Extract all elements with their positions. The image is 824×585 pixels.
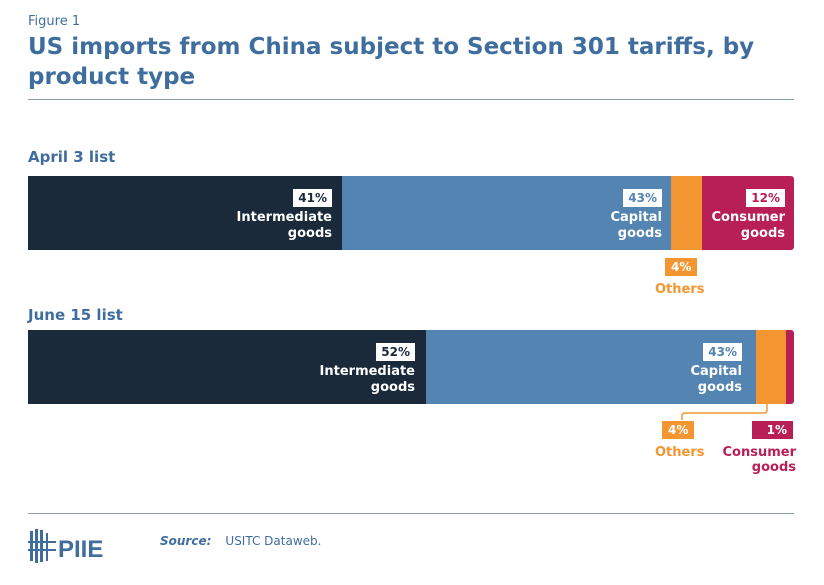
category-label: April 3 list [28,148,116,166]
bar-segment-capital-goods [342,176,672,250]
label-capital: 43% Capital goods [690,343,742,396]
piie-logo: PIIE [28,529,103,563]
series-label: goods [370,380,415,395]
series-label: Intermediate [319,364,415,379]
data-label: 43% [703,343,742,361]
series-label: Intermediate [236,210,332,225]
data-label: 4% [665,258,698,276]
bar-segment-consumer-goods [786,330,794,404]
bar-april [28,176,794,250]
series-label: Others [655,445,705,460]
series-label: goods [617,226,662,241]
series-label: goods [740,226,785,241]
data-label: 12% [746,189,785,207]
bar-segment-intermediate-goods [28,330,427,404]
bar-segment-consumer-goods [702,176,794,250]
bar-segment-intermediate-goods [28,176,343,250]
chart-title: US imports from China subject to Section… [28,34,755,90]
bar-segment-capital-goods [426,330,756,404]
series-label: goods [287,226,332,241]
data-label: 43% [623,189,662,207]
series-label: goods [697,380,742,395]
svg-text:PIIE: PIIE [58,536,103,563]
label-intermediate: 52% Intermediate goods [320,343,415,396]
bar-segment-others [671,176,703,250]
series-label: Consumer goods [722,445,797,475]
label-capital: 43% Capital goods [610,189,662,242]
label-consumer: 12% Consumer goods [711,189,786,242]
category-label: June 15 list [28,306,123,324]
divider [28,99,794,100]
data-label: 1% [752,421,793,439]
bar-june [28,330,794,404]
divider [28,513,794,514]
series-label: Others [655,282,705,297]
series-label: Capital [610,210,662,225]
series-label: Capital [690,364,742,379]
series-label: Consumer [711,210,786,225]
data-label: 41% [293,189,332,207]
figure-label: Figure 1 [28,14,81,29]
source-note: Source: USITC Dataweb. [160,534,322,548]
data-label: 52% [376,343,415,361]
label-intermediate: 41% Intermediate goods [237,189,332,242]
bar-segment-others [755,330,787,404]
data-label: 4% [662,421,695,439]
